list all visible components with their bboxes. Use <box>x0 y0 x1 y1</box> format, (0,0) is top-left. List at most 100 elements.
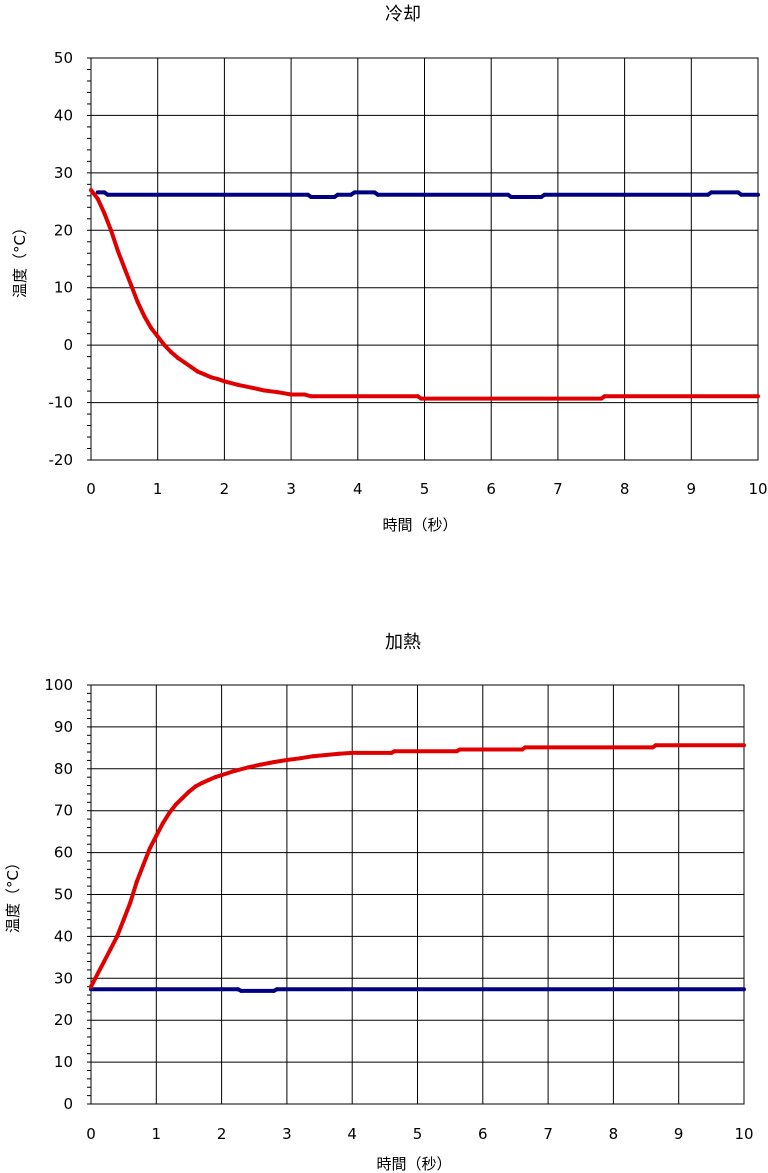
heating-data-point <box>186 789 191 794</box>
cooling-x-tick-label: 9 <box>687 480 697 498</box>
heating-data-point <box>392 749 397 754</box>
heating-y-tick-label: 80 <box>54 760 73 778</box>
cooling-data-point <box>215 377 220 381</box>
heating-data-point <box>350 750 355 755</box>
heating-x-tick-label: 0 <box>86 1125 96 1143</box>
heating-data-point <box>454 749 459 754</box>
cooling-chart-title: 冷却 <box>385 4 421 25</box>
cooling-data-point <box>555 396 560 401</box>
cooling-data-point <box>162 343 167 348</box>
cooling-data-point <box>155 334 160 339</box>
cooling-data-point <box>355 394 360 399</box>
heating-y-tick-label: 30 <box>54 969 73 987</box>
cooling-data-point <box>689 394 694 399</box>
cooling-data-point <box>599 396 604 401</box>
cooling-data-point <box>95 196 100 201</box>
heating-data-point <box>284 758 289 762</box>
cooling-data-point <box>189 365 194 369</box>
cooling-data-point <box>222 379 227 384</box>
heating-data-point <box>271 988 276 993</box>
cooling-data-point <box>539 195 544 199</box>
heating-data-point <box>160 821 165 826</box>
heating-data-point <box>239 988 244 993</box>
cooling-data-point <box>309 394 314 399</box>
cooling-y-tick-label: 50 <box>54 49 73 67</box>
heating-data-point <box>523 745 528 750</box>
heating-data-point <box>275 987 280 992</box>
cooling-data-point <box>195 369 200 374</box>
heating-data-point <box>389 750 394 755</box>
heating-chart-title: 加熱 <box>385 632 421 653</box>
heating-data-point <box>742 743 746 748</box>
cooling-data-point <box>706 192 710 197</box>
cooling-data-point <box>175 355 180 360</box>
heating-data-point <box>193 784 198 789</box>
cooling-data-point <box>375 192 380 197</box>
heating-data-point <box>89 984 93 989</box>
cooling-x-tick-label: 5 <box>420 480 430 498</box>
heating-data-point <box>200 781 204 785</box>
heating-y-tick-label: 70 <box>54 802 73 820</box>
cooling-data-point <box>289 192 294 197</box>
heating-data-point <box>108 947 113 951</box>
cooling-data-point <box>115 248 120 253</box>
cooling-x-tick-label: 8 <box>620 480 630 498</box>
cooling-data-point <box>275 390 280 395</box>
cooling-data-point <box>209 375 214 380</box>
cooling-y-tick-label: 40 <box>54 106 73 124</box>
cooling-data-point <box>182 360 187 365</box>
heating-data-point <box>258 762 263 767</box>
cooling-data-point <box>149 325 153 330</box>
heating-data-point <box>121 917 126 922</box>
cooling-data-point <box>109 228 113 233</box>
cooling-data-point <box>505 192 510 197</box>
heating-data-point <box>271 760 276 765</box>
heating-x-tick-label: 2 <box>217 1125 227 1143</box>
cooling-data-point <box>622 394 627 399</box>
cooling-data-point <box>422 192 427 197</box>
cooling-data-point <box>289 392 294 397</box>
heating-x-tick-label: 6 <box>478 1125 488 1143</box>
cooling-data-point <box>302 392 307 397</box>
heating-data-point <box>213 775 218 780</box>
cooling-data-point <box>262 388 267 393</box>
heating-x-tick-label: 5 <box>413 1125 423 1143</box>
cooling-data-point <box>95 190 100 195</box>
cooling-data-point <box>122 265 127 270</box>
heating-data-point <box>95 972 100 977</box>
cooling-data-point <box>689 192 694 197</box>
heating-y-tick-label: 20 <box>54 1011 73 1029</box>
heating-plot-frame <box>90 684 745 1105</box>
heating-data-point <box>232 768 237 773</box>
heating-x-tick-label: 8 <box>609 1125 619 1143</box>
heating-y-axis-label: 温度（°C） <box>4 855 22 933</box>
heating-data-point <box>653 743 658 748</box>
heating-data-point <box>180 796 185 801</box>
cooling-series-line-0 <box>97 190 758 199</box>
heating-y-tick-label: 50 <box>54 886 73 904</box>
cooling-y-axis-label: 温度（°C） <box>11 220 29 298</box>
cooling-data-point <box>142 314 147 319</box>
heating-data-point <box>167 810 172 815</box>
heating-x-tick-label: 9 <box>674 1125 684 1143</box>
cooling-data-point <box>235 382 240 387</box>
cooling-data-point <box>169 350 173 354</box>
heating-data-point <box>457 747 462 752</box>
heating-y-tick-label: 100 <box>44 676 73 694</box>
cooling-data-point <box>349 192 354 197</box>
heating-data-point <box>219 773 224 778</box>
cooling-x-tick-label: 7 <box>553 480 563 498</box>
heating-data-point <box>219 987 224 992</box>
heating-x-tick-label: 1 <box>152 1125 162 1143</box>
cooling-data-point <box>102 211 107 216</box>
heating-data-point <box>115 934 120 939</box>
cooling-data-point <box>335 192 340 197</box>
cooling-data-point <box>309 195 314 199</box>
cooling-data-point <box>102 190 107 195</box>
cooling-data-point <box>736 190 740 195</box>
cooling-x-axis-label: 時間（秒） <box>382 516 457 534</box>
cooling-series-line-1 <box>89 188 758 401</box>
